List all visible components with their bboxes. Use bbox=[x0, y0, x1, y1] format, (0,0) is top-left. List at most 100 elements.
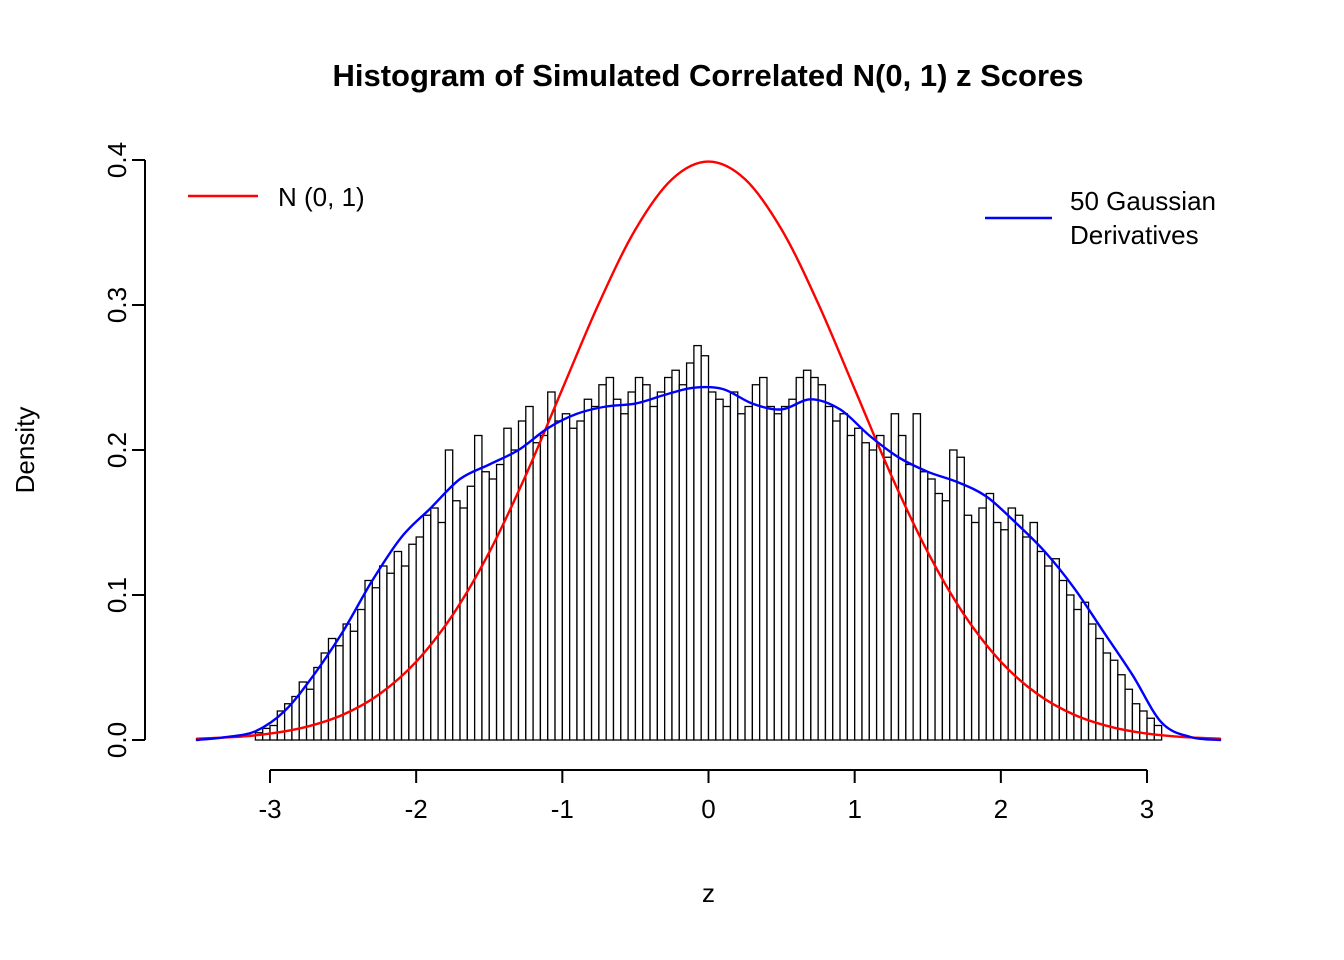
histogram-bar bbox=[305, 688, 315, 741]
histogram-bar bbox=[780, 405, 790, 741]
histogram-bar bbox=[671, 369, 680, 741]
histogram-bar bbox=[634, 376, 644, 741]
histogram-bar bbox=[547, 391, 556, 741]
x-axis-title: z bbox=[702, 878, 715, 908]
histogram-bar bbox=[817, 384, 827, 741]
histogram-bar bbox=[912, 413, 922, 741]
y-axis-title: Density bbox=[10, 407, 40, 494]
histogram-bar bbox=[642, 384, 651, 741]
histogram-bar bbox=[1007, 507, 1017, 741]
histogram-bar bbox=[897, 434, 907, 741]
histogram-bar bbox=[386, 572, 395, 741]
x-tick-label: -1 bbox=[551, 794, 574, 824]
histogram-bar bbox=[700, 355, 710, 741]
histogram-bar bbox=[1051, 558, 1060, 741]
curve-gaussian-derivatives bbox=[195, 385, 1222, 742]
histogram-bar bbox=[985, 492, 995, 741]
histogram-bar bbox=[934, 492, 944, 741]
histogram-bar bbox=[378, 565, 388, 741]
histogram-bar bbox=[832, 420, 841, 741]
histogram-bar bbox=[393, 550, 403, 741]
histogram-bar bbox=[824, 405, 834, 741]
histogram-bar bbox=[452, 500, 461, 741]
histogram-bar bbox=[883, 456, 892, 741]
histogram-bar bbox=[627, 391, 637, 741]
histogram-bar bbox=[978, 507, 987, 741]
histogram-bar bbox=[905, 463, 914, 741]
x-tick-label: -2 bbox=[405, 794, 428, 824]
histogram-bar bbox=[1029, 521, 1039, 741]
x-tick-label: -3 bbox=[258, 794, 281, 824]
x-tick-label: 1 bbox=[847, 794, 861, 824]
histogram-bar bbox=[963, 514, 973, 741]
histogram-bar bbox=[444, 449, 454, 741]
histogram-bar bbox=[846, 434, 856, 741]
histogram-bar bbox=[773, 413, 783, 741]
histogram-bar bbox=[349, 630, 359, 741]
histogram-bar bbox=[532, 442, 542, 741]
legend-top-right: 50 Gaussian Derivatives bbox=[985, 186, 1216, 250]
histogram-bars bbox=[254, 344, 1163, 741]
histogram-bar bbox=[576, 420, 585, 741]
histogram-bar bbox=[364, 579, 373, 741]
histogram-bar bbox=[685, 362, 695, 741]
legend-top-left: N (0, 1) bbox=[188, 182, 365, 212]
histogram-bar bbox=[788, 398, 797, 741]
x-tick-label: 0 bbox=[701, 794, 715, 824]
curve-normal-density bbox=[195, 160, 1222, 740]
histogram-bar bbox=[568, 427, 578, 741]
histogram-bar bbox=[1146, 717, 1155, 741]
histogram-bar bbox=[422, 514, 432, 741]
histogram-bar bbox=[408, 543, 417, 741]
histogram-bar bbox=[992, 521, 1002, 741]
histogram-bar bbox=[1131, 703, 1141, 741]
histogram-bar bbox=[678, 384, 688, 741]
histogram-bar bbox=[612, 398, 622, 741]
y-tick-label: 0.3 bbox=[102, 287, 132, 323]
histogram-bar bbox=[802, 369, 812, 741]
legend-label: Derivatives bbox=[1070, 220, 1199, 250]
histogram-bar bbox=[481, 471, 490, 741]
histogram-bar bbox=[839, 413, 849, 741]
histogram-bar bbox=[554, 420, 563, 741]
histogram-bar bbox=[1139, 710, 1148, 741]
histogram-bar bbox=[459, 507, 468, 741]
histogram-bar bbox=[590, 405, 600, 741]
histogram-bar bbox=[875, 434, 885, 741]
histogram-bar bbox=[927, 478, 936, 741]
legend-label: N (0, 1) bbox=[278, 182, 365, 212]
histogram-bar bbox=[488, 478, 498, 741]
histogram-bar bbox=[561, 413, 571, 741]
histogram-bar bbox=[744, 405, 754, 741]
histogram-bar bbox=[605, 376, 615, 741]
histogram-bar bbox=[1073, 608, 1082, 741]
histogram-bar bbox=[715, 398, 724, 741]
histogram-bar bbox=[1022, 536, 1031, 741]
histogram-bar bbox=[890, 413, 900, 741]
histogram-bar bbox=[1014, 514, 1024, 741]
histogram-bar bbox=[525, 405, 534, 741]
histogram-bar bbox=[357, 608, 366, 741]
y-tick-label: 0.2 bbox=[102, 432, 132, 468]
histogram-bar bbox=[1000, 529, 1009, 741]
histogram-bar bbox=[693, 344, 702, 741]
histogram-bar bbox=[868, 449, 878, 741]
y-tick-label: 0.4 bbox=[102, 142, 132, 178]
y-tick-label: 0.0 bbox=[102, 722, 132, 758]
histogram-bar bbox=[320, 652, 330, 741]
y-tick-label: 0.1 bbox=[102, 577, 132, 613]
histogram-bar bbox=[371, 587, 381, 741]
chart-title: Histogram of Simulated Correlated N(0, 1… bbox=[332, 58, 1083, 93]
histogram-bar bbox=[400, 565, 410, 741]
histogram-bar bbox=[583, 398, 593, 741]
histogram-bar bbox=[539, 434, 549, 741]
histogram-bar bbox=[1065, 594, 1075, 741]
histogram-bar bbox=[941, 500, 951, 741]
histogram-bar bbox=[919, 471, 929, 741]
histogram-bar bbox=[1044, 565, 1053, 741]
histogram-bar bbox=[664, 376, 673, 741]
histogram-bar bbox=[766, 405, 775, 741]
legend-label: 50 Gaussian bbox=[1070, 186, 1216, 216]
